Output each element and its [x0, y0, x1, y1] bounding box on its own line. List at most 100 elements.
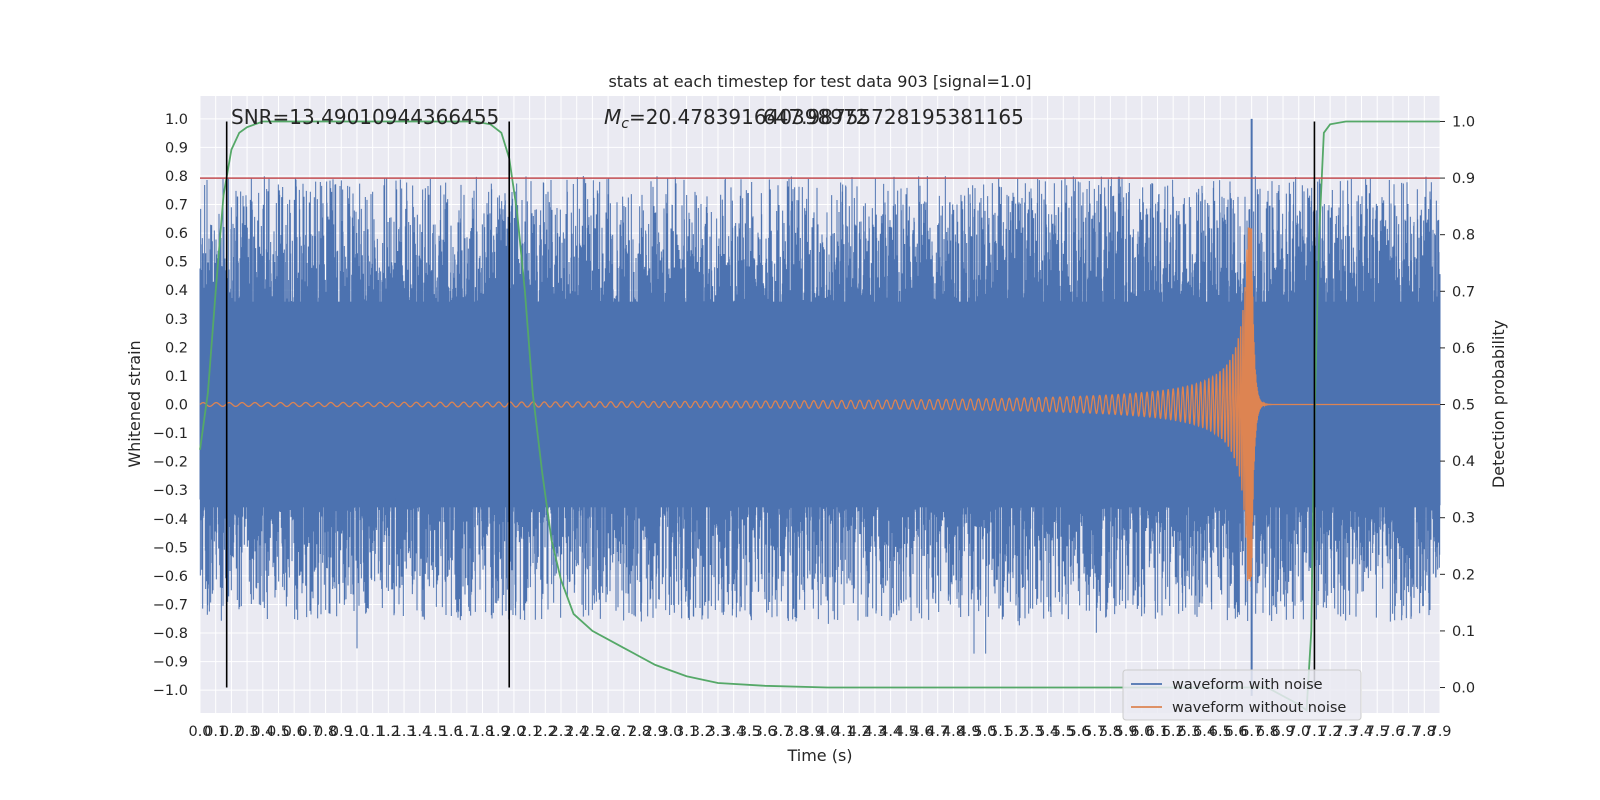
x-tick-label-68: 6.8 [1256, 724, 1279, 740]
y-tick-label-10: 0.0 [165, 398, 188, 414]
y2-tick-label-5: 0.5 [1452, 398, 1475, 414]
x-tick-label-73: 7.3 [1334, 724, 1357, 740]
x-tick-label-72: 7.2 [1319, 724, 1342, 740]
x-tick-label-69: 6.9 [1272, 724, 1295, 740]
legend-box [1122, 669, 1362, 721]
y2-tick-label-4: 0.6 [1452, 341, 1475, 357]
x-tick-label-38: 3.8 [785, 724, 808, 740]
y-tick-label-14: −0.4 [153, 512, 188, 528]
x-tick-label-43: 4.3 [863, 724, 886, 740]
x-tick-label-45: 4.5 [895, 724, 918, 740]
x-tick-label-34: 3.4 [722, 724, 745, 740]
mc-symbol: M [604, 105, 621, 129]
y-tick-label-3: 0.7 [165, 198, 188, 214]
x-tick-label-61: 6.1 [1146, 724, 1169, 740]
y-axis-label-right: Detection probability [1489, 320, 1508, 488]
x-tick-label-37: 3.7 [769, 724, 792, 740]
mc-overlap-annotation: 647.98755728195381165 [763, 105, 1024, 129]
y2-tick-label-2: 0.8 [1452, 228, 1475, 244]
x-tick-label-18: 1.8 [471, 724, 494, 740]
y-tick-label-19: −0.9 [153, 655, 188, 671]
x-tick-label-79: 7.9 [1428, 724, 1451, 740]
y-tick-label-4: 0.6 [165, 226, 188, 242]
x-tick-label-28: 2.8 [628, 724, 651, 740]
y-tick-label-1: 0.9 [165, 140, 188, 156]
x-tick-label-25: 2.5 [581, 724, 604, 740]
x-tick-label-65: 6.5 [1209, 724, 1232, 740]
x-tick-label-33: 3.3 [706, 724, 729, 740]
y-tick-label-11: −0.1 [153, 426, 188, 442]
y2-tick-label-6: 0.4 [1452, 454, 1475, 470]
x-tick-label-39: 3.9 [801, 724, 824, 740]
x-tick-label-9: 0.9 [330, 724, 353, 740]
x-tick-label-14: 1.4 [408, 724, 431, 740]
x-tick-label-64: 6.4 [1193, 724, 1216, 740]
x-tick-label-27: 2.7 [612, 724, 635, 740]
x-tick-label-60: 6.0 [1130, 724, 1153, 740]
x-tick-label-20: 2.0 [502, 724, 525, 740]
mc-subscript: c [621, 116, 629, 132]
x-tick-label-24: 2.4 [565, 724, 588, 740]
x-tick-label-46: 4.6 [910, 724, 933, 740]
y-axis-right-ticks: 1.0 0.9 0.8 0.7 0.6 0.5 0.4 0.3 0.2 0.1 0.0 [1440, 114, 1475, 697]
y-tick-label-17: −0.7 [153, 597, 188, 613]
y-tick-label-0: 1.0 [165, 112, 188, 128]
x-tick-label-19: 1.9 [487, 724, 510, 740]
y-axis-left-ticks: 1.0 0.9 0.8 0.7 0.6 0.5 0.4 0.3 0.2 0.1 0.0 −0.1 −0.… [153, 112, 188, 699]
x-tick-label-1: 0.1 [204, 724, 227, 740]
x-tick-label-11: 1.1 [361, 724, 384, 740]
y2-tick-label-1: 0.9 [1452, 171, 1475, 187]
x-tick-label-67: 6.7 [1240, 724, 1263, 740]
x-tick-label-16: 1.6 [440, 724, 463, 740]
x-tick-label-48: 4.8 [942, 724, 965, 740]
x-tick-label-42: 4.2 [848, 724, 871, 740]
y2-tick-label-8: 0.2 [1452, 567, 1475, 583]
mc-value: =20.478391640398972 [629, 105, 868, 129]
x-tick-label-58: 5.8 [1099, 724, 1122, 740]
y-tick-label-18: −0.8 [153, 626, 188, 642]
legend-label-waveform-without-noise: waveform without noise [1172, 700, 1346, 716]
x-tick-label-59: 5.9 [1115, 724, 1138, 740]
x-axis-label: Time (s) [786, 746, 852, 765]
x-tick-label-54: 5.4 [1036, 724, 1059, 740]
x-tick-label-66: 6.6 [1224, 724, 1247, 740]
x-tick-label-76: 7.6 [1381, 724, 1404, 740]
x-axis-ticks: 0.00.10.20.30.40.50.60.70.80.91.01.11.21… [188, 724, 1451, 740]
snr-annotation: SNR=13.49010944366455 [231, 105, 499, 129]
x-tick-label-13: 1.3 [393, 724, 416, 740]
x-tick-label-47: 4.7 [926, 724, 949, 740]
x-tick-label-31: 3.1 [675, 724, 698, 740]
x-tick-label-32: 3.2 [691, 724, 714, 740]
mc-annotation: Mc=20.478391640398972 [604, 105, 868, 132]
x-tick-label-30: 3.0 [659, 724, 682, 740]
y2-tick-label-7: 0.3 [1452, 511, 1475, 527]
x-tick-label-4: 0.4 [251, 724, 274, 740]
x-tick-label-8: 0.8 [314, 724, 337, 740]
x-tick-label-10: 1.0 [345, 724, 368, 740]
y-tick-label-5: 0.5 [165, 255, 188, 271]
x-tick-label-41: 4.1 [832, 724, 855, 740]
y-tick-label-8: 0.2 [165, 340, 188, 356]
x-tick-label-12: 1.2 [377, 724, 400, 740]
x-tick-label-78: 7.8 [1413, 724, 1436, 740]
y2-tick-label-10: 0.0 [1452, 681, 1475, 697]
x-tick-label-29: 2.9 [644, 724, 667, 740]
x-tick-label-3: 0.3 [236, 724, 259, 740]
x-tick-label-62: 6.2 [1162, 724, 1185, 740]
y-tick-label-20: −1.0 [153, 683, 188, 699]
x-tick-label-6: 0.6 [283, 724, 306, 740]
y-tick-label-16: −0.6 [153, 569, 188, 585]
x-tick-label-35: 3.5 [738, 724, 761, 740]
x-tick-label-2: 0.2 [220, 724, 243, 740]
y-tick-label-15: −0.5 [153, 540, 188, 556]
series-waveform-without-noise [199, 227, 1440, 582]
y2-tick-label-9: 0.1 [1452, 624, 1475, 640]
x-tick-label-55: 5.5 [1052, 724, 1075, 740]
y2-tick-label-0: 1.0 [1452, 114, 1475, 130]
legend-label-waveform-with-noise: waveform with noise [1172, 677, 1323, 693]
x-tick-label-21: 2.1 [518, 724, 541, 740]
x-tick-label-26: 2.6 [597, 724, 620, 740]
x-tick-label-63: 6.3 [1177, 724, 1200, 740]
y2-tick-label-3: 0.7 [1452, 284, 1475, 300]
